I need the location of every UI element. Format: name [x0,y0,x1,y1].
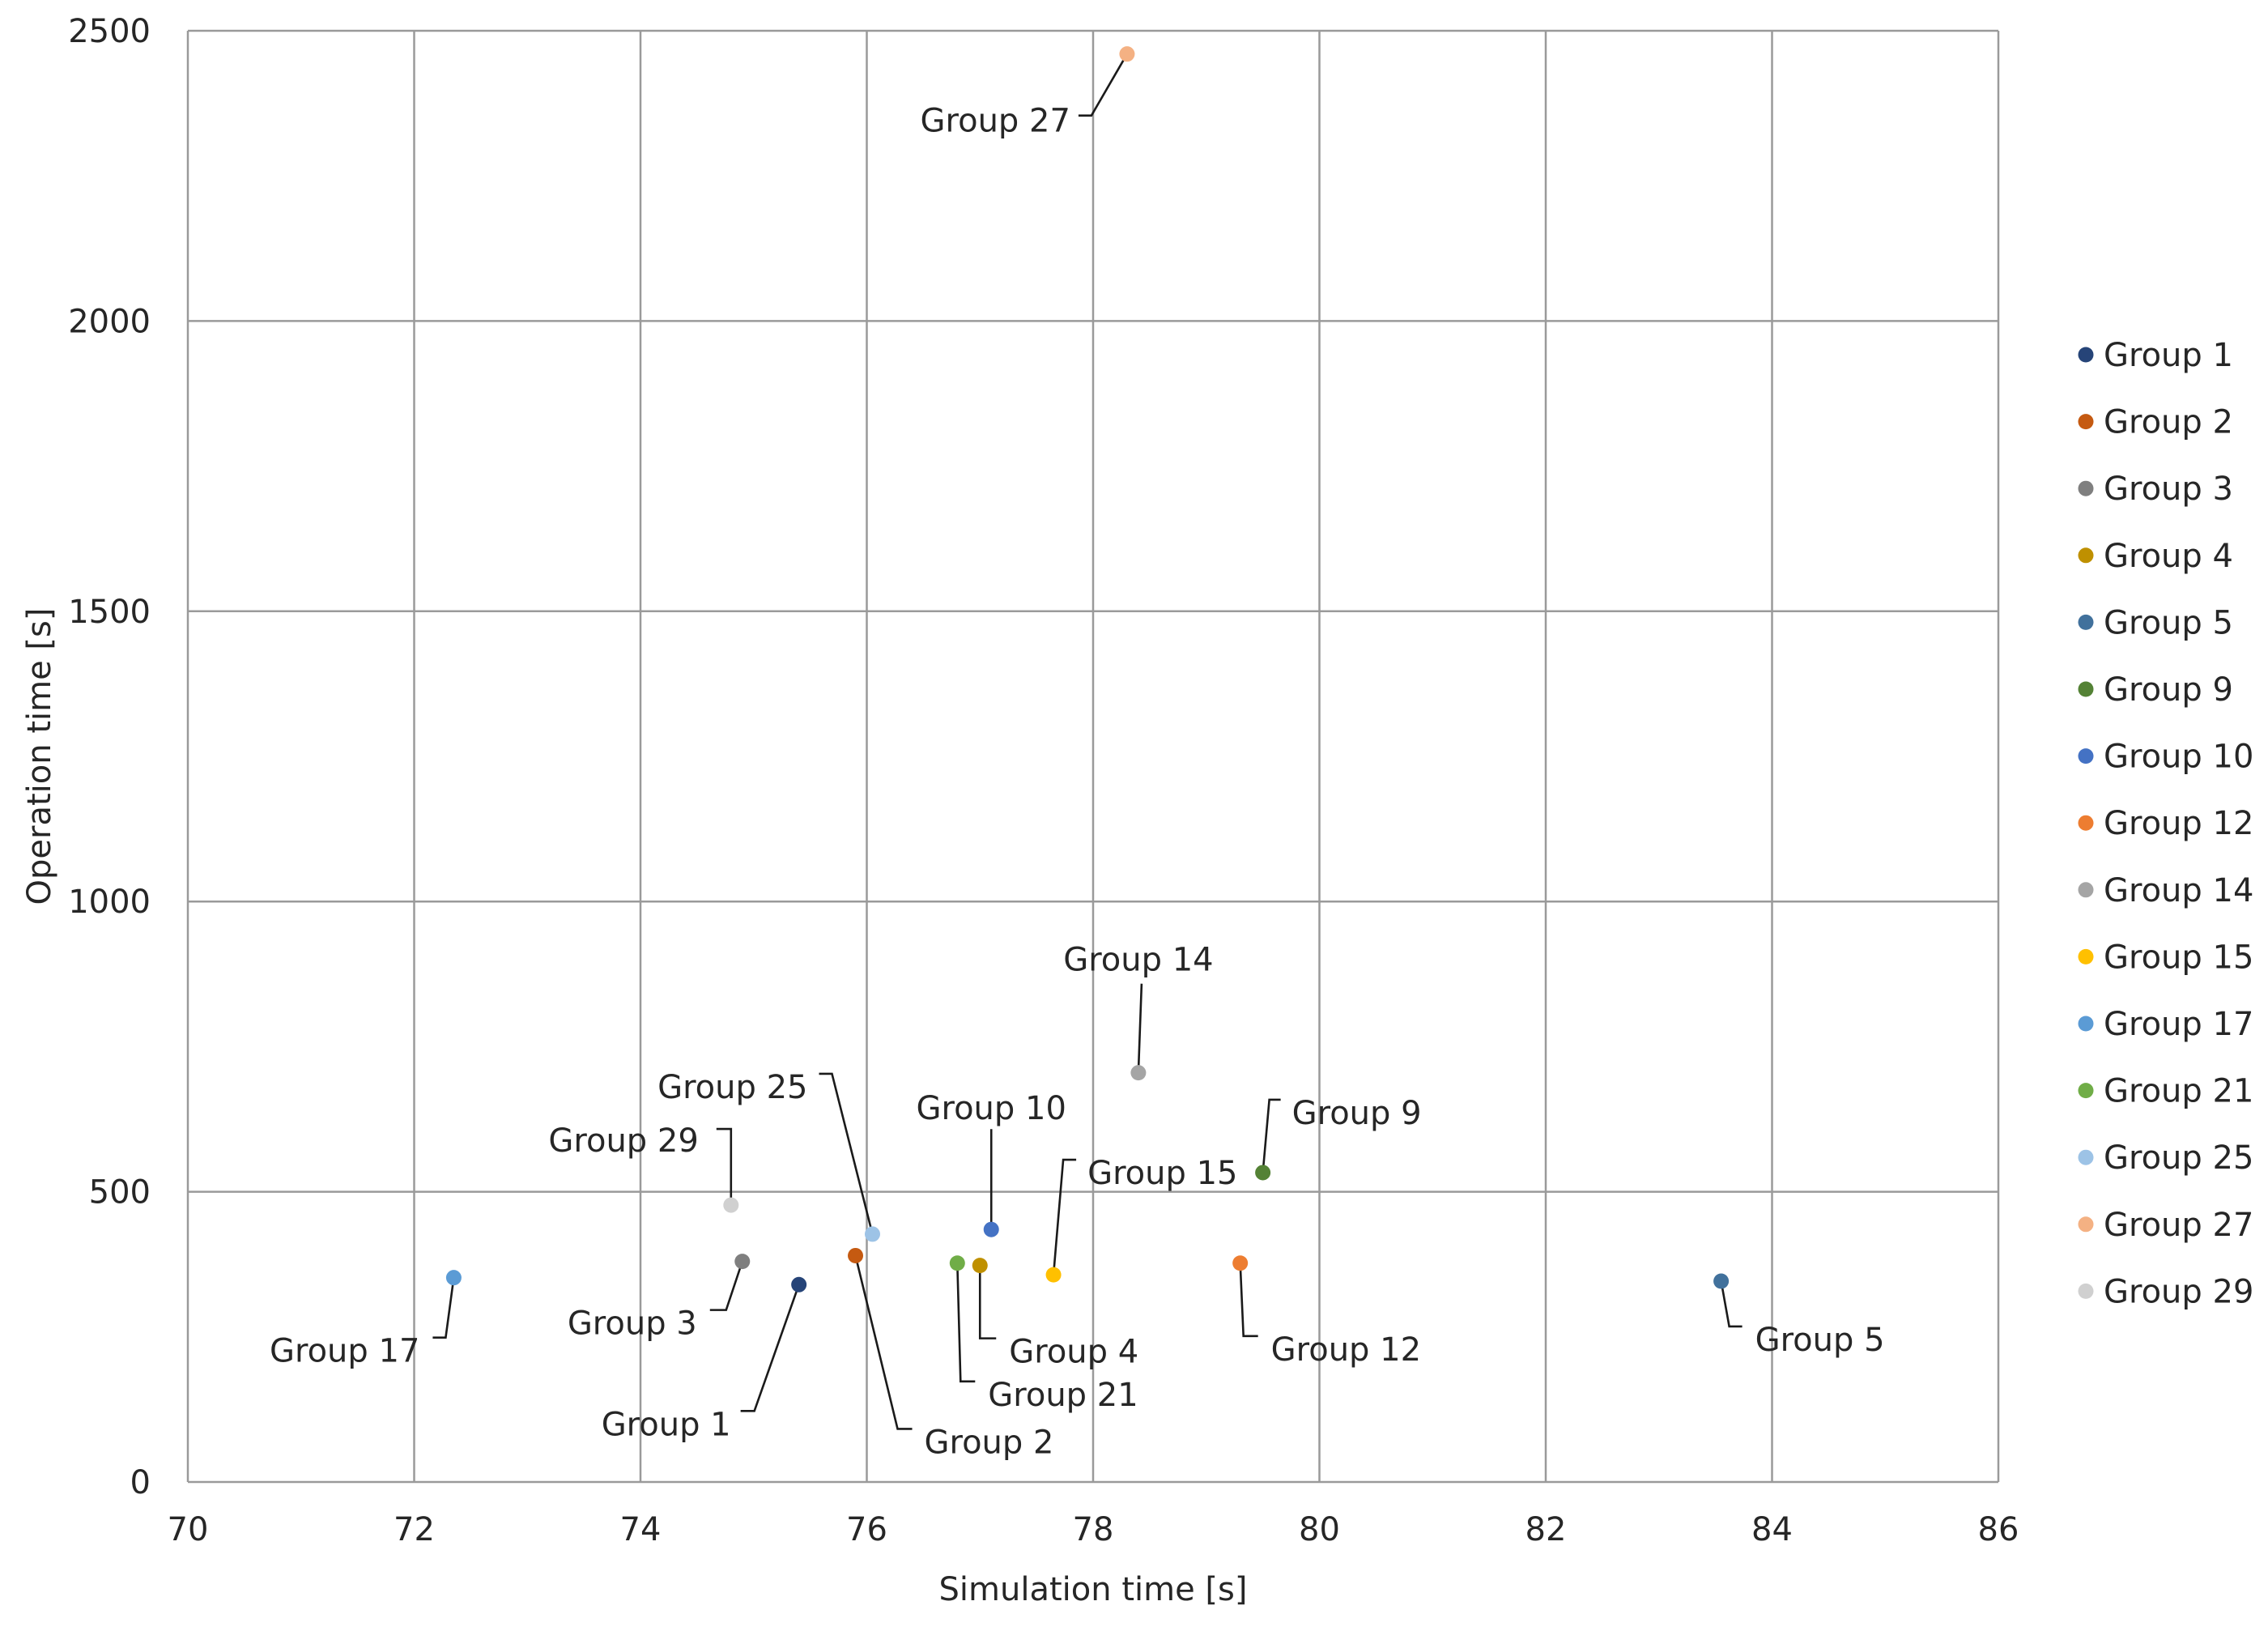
x-tick-label: 72 [394,1511,435,1548]
label-group-3: Group 3 [568,1305,697,1343]
legend-label-group-9: Group 9 [2104,671,2233,709]
point-group-9 [1255,1165,1271,1181]
legend-marker-group-10 [2078,748,2094,764]
leader-group-17 [432,1277,455,1339]
label-group-10: Group 10 [917,1090,1066,1127]
point-group-12 [1232,1255,1249,1271]
y-tick-label: 2000 [68,303,151,340]
leader-group-2 [854,1255,913,1430]
leader-group-1 [740,1284,800,1412]
legend-marker-group-5 [2078,614,2094,630]
y-tick-label: 0 [130,1464,151,1501]
y-tick-label: 1500 [68,594,151,631]
legend: Group 1 Group 2 Group 3 Group 4 Group 5 Group… [2078,337,2253,1310]
x-tick-label: 78 [1073,1511,1114,1548]
leader-group-14 [1137,983,1143,1073]
x-axis-title: Simulation time [s] [939,1571,1248,1608]
label-group-9: Group 9 [1292,1095,1422,1132]
label-group-4: Group 4 [1009,1334,1138,1371]
legend-marker-group-14 [2078,882,2094,898]
point-labels: Group 1 Group 2 Group 3 Group 4 Group 5 Group… [270,103,1885,1462]
label-group-27: Group 27 [921,103,1070,140]
legend-label-group-1: Group 1 [2104,337,2233,374]
legend-label-group-17: Group 17 [2104,1006,2253,1043]
point-group-21 [949,1255,965,1271]
leader-group-4 [978,1265,997,1339]
legend-marker-group-4 [2078,547,2094,564]
legend-label-group-21: Group 21 [2104,1073,2253,1110]
legend-label-group-14: Group 14 [2104,872,2253,909]
leader-group-15 [1052,1158,1077,1275]
point-group-27 [1119,46,1135,62]
leader-group-5 [1720,1280,1742,1328]
legend-label-group-15: Group 15 [2104,939,2253,976]
x-tick-label: 86 [1978,1511,2019,1548]
legend-marker-group-29 [2078,1283,2094,1299]
x-tick-label: 70 [168,1511,209,1548]
legend-marker-group-25 [2078,1149,2094,1165]
point-group-10 [983,1221,999,1237]
legend-label-group-4: Group 4 [2104,538,2233,575]
point-group-25 [864,1226,880,1242]
label-group-15: Group 15 [1087,1155,1237,1192]
legend-marker-group-17 [2078,1016,2094,1032]
x-tick-label: 76 [846,1511,887,1548]
y-tick-label: 2500 [68,13,151,50]
leader-group-29 [716,1127,733,1206]
legend-label-group-2: Group 2 [2104,404,2233,441]
point-group-1 [791,1276,807,1292]
legend-label-group-10: Group 10 [2104,739,2253,776]
point-group-14 [1130,1065,1147,1081]
point-group-4 [972,1258,988,1274]
x-tick-label: 84 [1751,1511,1793,1548]
y-axis-title: Operation time [s] [21,608,58,905]
legend-label-group-25: Group 25 [2104,1139,2253,1177]
y-tick-label: 1000 [68,884,151,921]
legend-marker-group-21 [2078,1083,2094,1099]
label-group-29: Group 29 [548,1122,698,1160]
point-group-5 [1713,1273,1730,1289]
label-leaders [432,53,1742,1430]
point-group-2 [848,1247,864,1263]
x-tick-label: 80 [1299,1511,1340,1548]
point-group-17 [445,1270,462,1286]
label-group-21: Group 21 [988,1377,1138,1414]
y-tick-label: 500 [89,1174,151,1212]
grid [186,29,2000,1484]
data-points [445,46,1730,1292]
point-group-15 [1045,1267,1062,1283]
legend-marker-group-15 [2078,948,2094,965]
label-group-17: Group 17 [270,1333,419,1370]
label-group-5: Group 5 [1755,1322,1885,1359]
x-tick-label: 82 [1525,1511,1567,1548]
label-group-12: Group 12 [1271,1331,1421,1369]
legend-label-group-12: Group 12 [2104,805,2253,842]
legend-marker-group-2 [2078,414,2094,430]
leader-group-21 [956,1263,976,1383]
legend-label-group-29: Group 29 [2104,1273,2253,1310]
leader-group-9 [1262,1098,1281,1173]
leader-group-25 [819,1072,874,1235]
label-group-1: Group 1 [602,1406,731,1443]
x-tick-label: 74 [620,1511,662,1548]
legend-marker-group-9 [2078,681,2094,697]
label-group-25: Group 25 [657,1069,807,1106]
legend-marker-group-1 [2078,347,2094,363]
legend-label-group-5: Group 5 [2104,604,2233,641]
point-group-29 [723,1197,739,1213]
axes: 70 72 74 76 78 80 82 84 86 0 500 1000 1500 2000 2500 Si… [21,13,2019,1608]
label-group-14: Group 14 [1063,942,1213,979]
legend-marker-group-12 [2078,815,2094,831]
legend-marker-group-3 [2078,480,2094,496]
label-group-2: Group 2 [925,1424,1054,1461]
legend-marker-group-27 [2078,1216,2094,1233]
leader-group-3 [709,1261,744,1311]
leader-group-12 [1239,1263,1258,1338]
legend-label-group-3: Group 3 [2104,471,2233,508]
leader-group-27 [1078,53,1129,117]
legend-label-group-27: Group 27 [2104,1207,2253,1244]
point-group-3 [734,1254,751,1270]
